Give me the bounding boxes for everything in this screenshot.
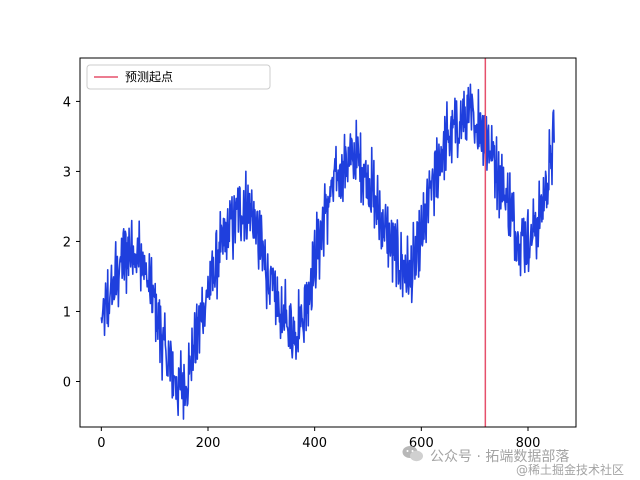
x-tick-label: 0 xyxy=(97,436,105,451)
x-tick-label: 800 xyxy=(516,436,541,451)
y-tick-label: 2 xyxy=(63,235,71,250)
x-tick-label: 400 xyxy=(302,436,327,451)
series-line-0 xyxy=(100,83,555,420)
watermark-line-1: 公众号 · 拓端数据部落 xyxy=(430,449,570,465)
y-tick-label: 0 xyxy=(63,375,71,390)
y-tick-label: 1 xyxy=(63,305,71,320)
legend-box xyxy=(86,64,271,90)
y-tick-label: 3 xyxy=(63,165,71,180)
watermark-line-2: @稀土掘金技术社区 xyxy=(516,463,625,477)
y-tick-label: 4 xyxy=(63,95,71,110)
plot-frame xyxy=(79,57,577,428)
wechat-icon xyxy=(402,445,424,463)
x-tick-label: 200 xyxy=(196,436,221,451)
x-tick-label: 600 xyxy=(409,436,434,451)
legend-label: 预测起点 xyxy=(125,70,173,84)
